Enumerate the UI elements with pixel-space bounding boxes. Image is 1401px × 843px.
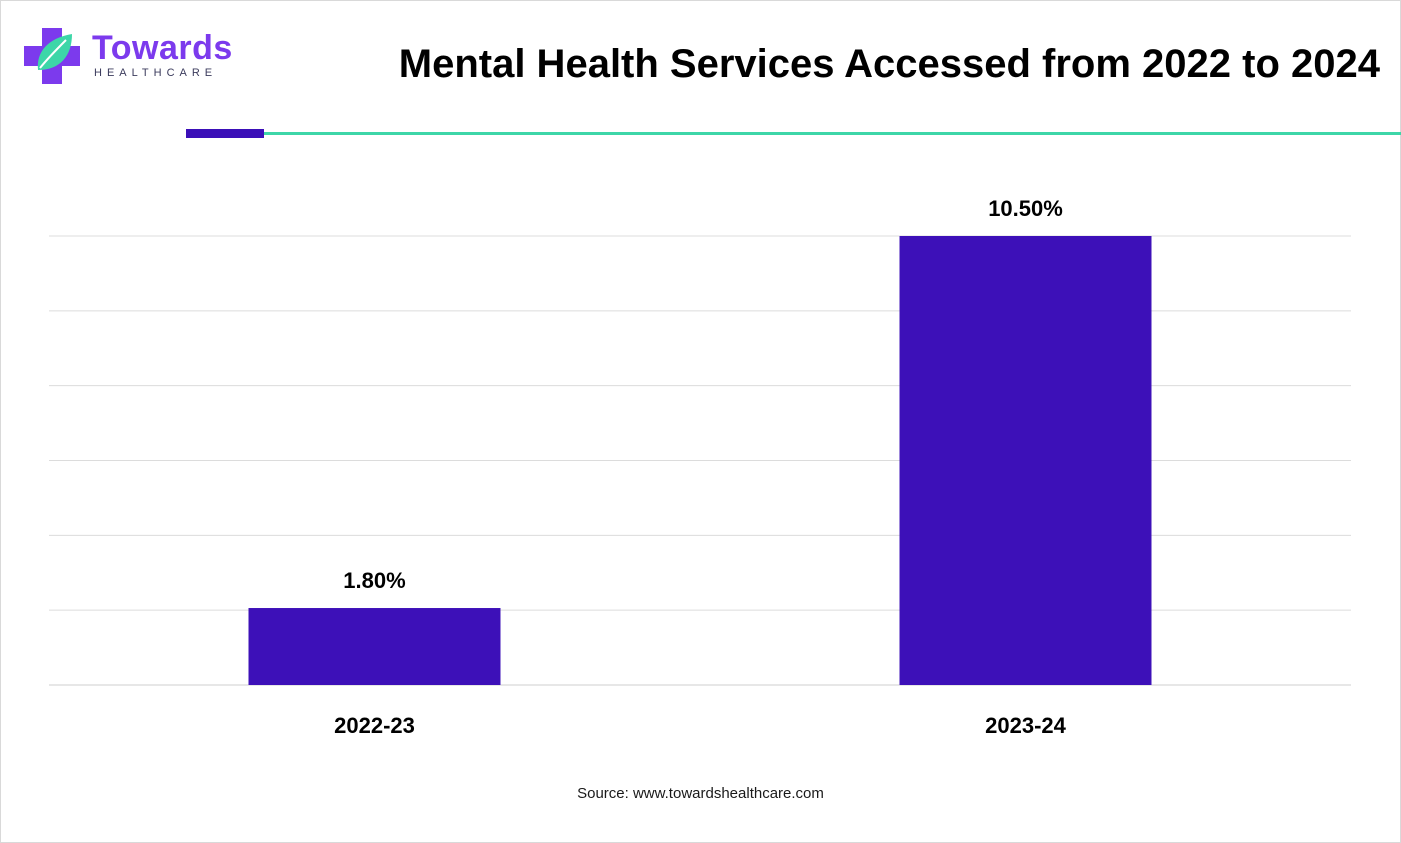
brand-tagline: HEALTHCARE	[94, 67, 218, 79]
source-note: Source: www.towardshealthcare.com	[577, 785, 824, 802]
medical-cross-leaf-icon	[24, 28, 80, 84]
brand-logo: Towards HEALTHCARE	[22, 26, 232, 88]
brand-name: Towards	[92, 29, 233, 67]
data-label: 1.80%	[343, 568, 405, 593]
title-underline-accent	[186, 129, 264, 138]
x-tick-label: 2022-23	[334, 713, 415, 738]
x-tick-label: 2023-24	[985, 713, 1067, 738]
bar-2023-24	[899, 236, 1152, 685]
chart-title: Mental Health Services Accessed from 202…	[398, 42, 1380, 86]
bar-2022-23	[248, 608, 501, 685]
bar-chart: 1.80% 2022-23 10.50% 2023-24	[49, 196, 1351, 738]
title-underline	[264, 132, 1401, 135]
data-label: 10.50%	[988, 196, 1063, 221]
